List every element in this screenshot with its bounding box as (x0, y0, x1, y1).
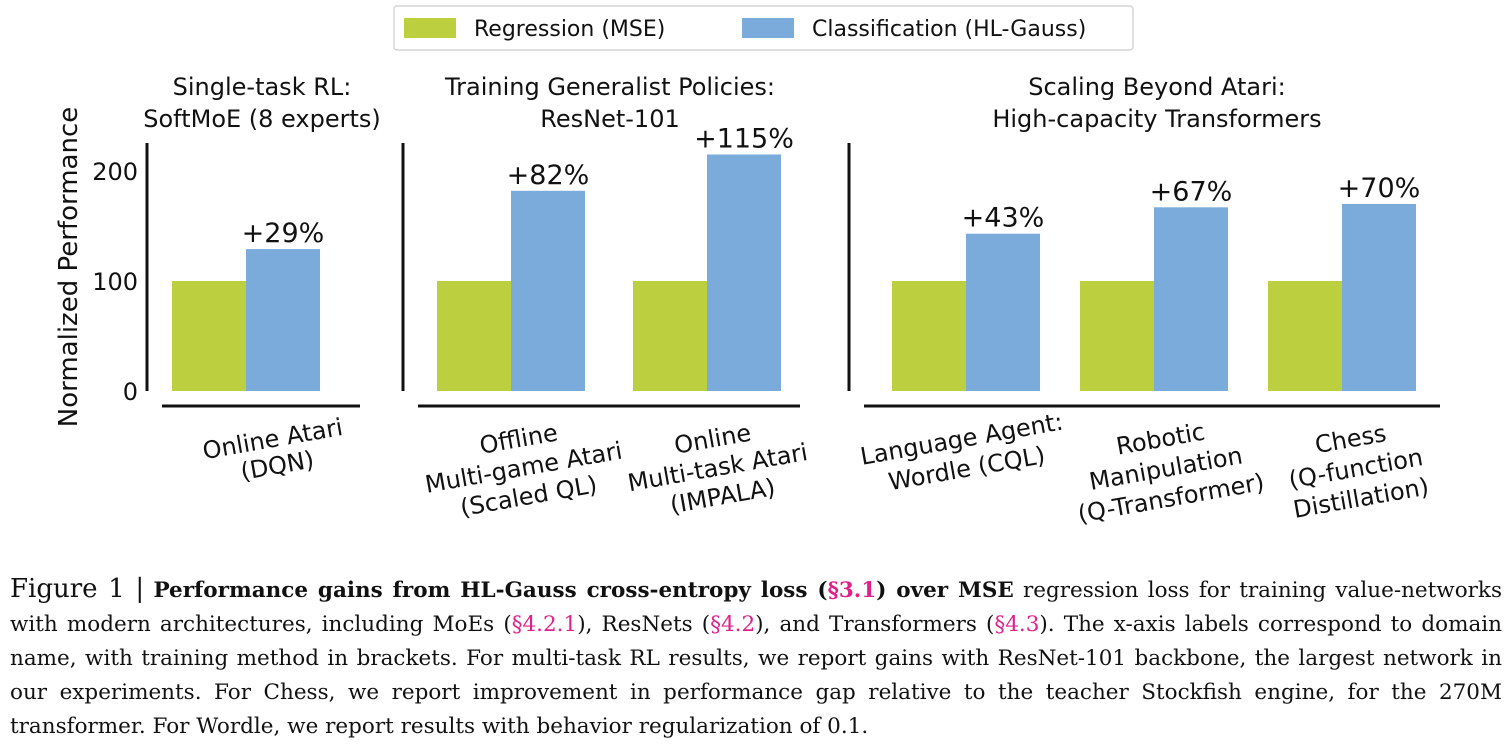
y-axis-label: Normalized Performance (54, 107, 84, 427)
x-tick-label-1-1: OnlineMulti-task Atari(IMPALA) (621, 410, 815, 526)
legend-label-0: Regression (MSE) (474, 17, 665, 42)
x-tick-label-2-1: RoboticManipulation(Q-Transformer) (1065, 409, 1266, 528)
y-tick-label-200: 200 (92, 158, 138, 186)
bar-regression-1-1 (633, 281, 707, 391)
panel-0: Single-task RL: SoftMoE (8 experts) 0 100 20… (92, 73, 381, 492)
bar-annotation-2-1: +67% (1150, 176, 1233, 207)
bar-regression-0-0 (172, 281, 246, 391)
bar-classification-0-0 (246, 249, 320, 391)
x-tick-label-0-0: Online Atari(DQN) (200, 413, 349, 492)
figure-caption: Figure 1 | Performance gains from HL-Gau… (10, 572, 1502, 744)
bar-regression-2-2 (1268, 281, 1342, 391)
panel-title-2-line-0: Scaling Beyond Atari: (1028, 73, 1285, 101)
bar-annotation-2-0: +43% (962, 203, 1045, 234)
panel-title-1-line-1: ResNet-101 (540, 105, 679, 133)
caption-text-4: ). The x-axis labels correspond to domai… (10, 612, 1502, 739)
panel-2: Scaling Beyond Atari: High-capacity Trans… (847, 73, 1440, 528)
chart-panels: Single-task RL: SoftMoE (8 experts) 0 100 20… (92, 73, 1440, 528)
bar-classification-1-1 (707, 154, 781, 391)
panel-title-0-line-1: SoftMoE (8 experts) (143, 105, 381, 133)
bar-classification-1-0 (511, 190, 585, 391)
bar-regression-2-1 (1080, 281, 1154, 391)
figure-chart: Regression (MSE) Classification (HL-Gauss… (54, 5, 1440, 528)
x-tick-label-1-0: OfflineMulti-game Atari(Scaled QL) (418, 408, 630, 527)
panel-1: Training Generalist Policies: ResNet-101 +… (401, 73, 815, 527)
panel-title-1-line-0: Training Generalist Policies: (444, 73, 775, 101)
bar-regression-2-0 (892, 281, 966, 391)
bar-classification-2-2 (1342, 204, 1416, 391)
y-tick-label-0: 0 (123, 378, 138, 406)
legend-swatch-0 (404, 18, 456, 38)
caption-text-2: ), ResNets ( (577, 612, 711, 637)
bar-classification-2-0 (966, 233, 1040, 391)
caption-ref-section-3-1[interactable]: §3.1 (827, 578, 877, 603)
caption-ref-section-4-3[interactable]: §4.3 (994, 612, 1040, 637)
x-tick-label-2-0: Language Agent:Wordle (CQL) (858, 408, 1070, 501)
panel-title-2-line-1: High-capacity Transformers (992, 105, 1321, 133)
caption-bold-end: ) over MSE (876, 578, 1014, 603)
caption-bold-start: Performance gains from HL-Gauss cross-en… (153, 578, 828, 603)
panel-title-0-line-0: Single-task RL: (173, 73, 352, 101)
bar-annotation-2-2: +70% (1338, 173, 1421, 204)
legend-label-1: Classification (HL-Gauss) (812, 17, 1086, 42)
legend-swatch-1 (742, 18, 794, 38)
bar-annotation-0-0: +29% (242, 218, 325, 249)
bar-annotation-1-0: +82% (507, 160, 590, 191)
bar-regression-1-0 (437, 281, 511, 391)
y-axis-label-group: Normalized Performance (54, 107, 84, 427)
x-tick-label-2-2: Chess(Q-functionDistillation) (1281, 413, 1431, 523)
bar-classification-2-1 (1154, 207, 1228, 391)
caption-ref-section-4-2-1[interactable]: §4.2.1 (511, 612, 578, 637)
y-tick-label-100: 100 (92, 268, 138, 296)
caption-text-3: ), and Transformers ( (755, 612, 995, 637)
caption-figure-label: Figure 1 | (10, 574, 145, 604)
caption-text-1: regression loss for training value-netwo… (10, 578, 1502, 637)
caption-ref-section-4-2[interactable]: §4.2 (710, 612, 756, 637)
bar-annotation-1-1: +115% (694, 124, 794, 155)
legend: Regression (MSE) Classification (HL-Gauss… (393, 5, 1134, 51)
